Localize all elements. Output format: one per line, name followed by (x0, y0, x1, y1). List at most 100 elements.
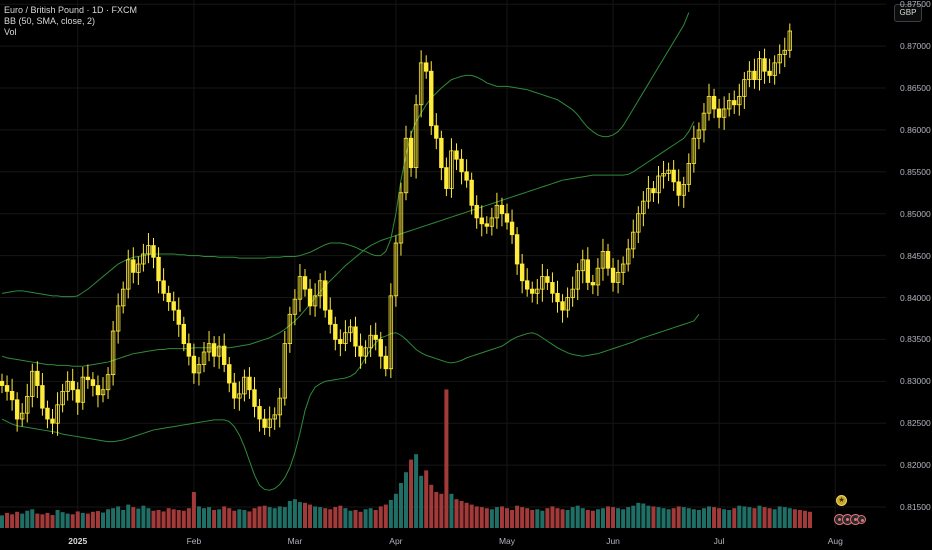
candle-body (85, 376, 91, 381)
candle-body (262, 418, 267, 428)
volume-bar (0, 515, 4, 528)
volume-bar (318, 507, 323, 528)
candle-body (696, 129, 702, 139)
volume-bar (646, 505, 651, 528)
time-tick-label: Aug (827, 536, 843, 546)
candle-body (312, 295, 318, 307)
volume-bar (570, 507, 575, 528)
volume-bar (590, 510, 595, 528)
volume-bar (282, 507, 287, 528)
bb-middle-line (1, 121, 695, 367)
currency-badge[interactable]: GBP (894, 4, 922, 22)
volume-bar (499, 506, 504, 528)
volume-bar (515, 505, 520, 528)
candle-body (358, 345, 363, 357)
candle-body (333, 323, 338, 340)
volume-bar (388, 499, 393, 528)
volume-bar (434, 492, 439, 528)
candle-body (45, 407, 50, 420)
volume-bar (85, 513, 90, 528)
time-tick-label: Mar (287, 536, 303, 546)
price-axis[interactable]: 0.87500 0.87000 0.86500 0.86000 0.85500 0.850… (888, 0, 932, 550)
price-tick-label: 0.84500 (900, 250, 931, 261)
volume-label[interactable]: Vol (4, 27, 17, 37)
volume-bar (10, 514, 15, 528)
volume-bar (808, 511, 812, 528)
candle-body (95, 385, 101, 396)
volume-bar (141, 505, 146, 528)
candle-body (727, 100, 732, 110)
volume-bar (252, 508, 257, 528)
candle-body (449, 150, 454, 189)
candle-body (110, 330, 116, 376)
price-tick-label: 0.82000 (900, 460, 931, 471)
candle-body (171, 301, 176, 311)
candle-body (646, 188, 651, 202)
more-events-icon[interactable] (857, 515, 866, 524)
candle-body (19, 412, 25, 420)
volume-bar (65, 513, 70, 528)
candle-body (282, 343, 287, 399)
candle-body (641, 200, 646, 215)
volume-bar (171, 509, 176, 528)
candle-body (595, 267, 601, 286)
candle-body (90, 379, 96, 386)
volume-bar (368, 508, 373, 528)
candle-body (40, 385, 45, 409)
candle-body (186, 343, 192, 357)
candle-body (277, 397, 282, 416)
bb-upper-line (1, 12, 690, 298)
candle-body (373, 334, 378, 340)
price-tick-label: 0.82500 (900, 418, 931, 429)
candle-body (100, 389, 106, 396)
candle-body (328, 309, 333, 325)
candle-body (206, 343, 212, 353)
symbol-title[interactable]: Euro / British Pound · 1D · FXCM (4, 5, 138, 15)
volume-bar (600, 508, 605, 528)
volume-bar (479, 507, 484, 528)
volume-bar (681, 507, 686, 528)
volume-bar (328, 509, 333, 528)
candle-body (302, 276, 308, 290)
candle-body (494, 204, 500, 219)
candle-body (322, 280, 328, 311)
volume-bar (393, 493, 398, 528)
volume-bar (323, 508, 328, 528)
candle-body (484, 223, 489, 227)
volume-bar (202, 508, 206, 528)
candle-body (126, 259, 131, 290)
candle-body (772, 62, 777, 76)
candle-body (237, 393, 242, 399)
candle-body (530, 288, 535, 294)
volume-bar (676, 506, 681, 528)
volume-bar (116, 506, 121, 528)
price-tick-label: 0.84000 (900, 292, 931, 303)
volume-bar (45, 512, 50, 528)
candle-body (509, 221, 515, 236)
volume-bar (651, 506, 656, 528)
volume-bar (161, 511, 166, 528)
candle-body (777, 54, 782, 64)
volume-bar (121, 510, 126, 528)
volume-bar (35, 513, 40, 528)
candle-body (50, 418, 55, 424)
candle-body (75, 389, 80, 403)
price-tick-label: 0.86000 (900, 124, 931, 135)
volume-bar (262, 505, 267, 528)
volume-bar (802, 510, 807, 528)
volume-bar (5, 512, 10, 528)
candle-body (691, 137, 697, 164)
volume-bar (464, 502, 469, 528)
volume-bar (348, 510, 353, 528)
volume-bar (782, 507, 787, 528)
candle-body (737, 95, 742, 106)
candle-body (489, 217, 495, 227)
volume-bar (131, 507, 136, 528)
candle-body (14, 399, 20, 420)
indicator-label[interactable]: BB (50, SMA, close, 2) (4, 16, 96, 26)
candle-body (555, 292, 560, 303)
volume-bar (378, 506, 383, 528)
volume-bar (636, 502, 641, 528)
star-event-icon[interactable]: ★ (836, 495, 847, 506)
